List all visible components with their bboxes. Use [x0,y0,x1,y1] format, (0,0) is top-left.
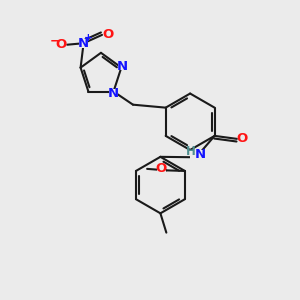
Text: O: O [155,162,167,176]
Text: N: N [108,86,119,100]
FancyBboxPatch shape [157,165,166,173]
FancyBboxPatch shape [56,40,65,49]
Text: N: N [194,148,206,161]
FancyBboxPatch shape [109,89,118,97]
Text: O: O [55,38,66,51]
Text: −: − [50,34,61,48]
Text: N: N [117,60,128,73]
Text: O: O [237,132,248,146]
Text: O: O [102,28,114,41]
FancyBboxPatch shape [238,135,247,143]
Text: H: H [186,145,196,158]
FancyBboxPatch shape [103,31,112,39]
FancyBboxPatch shape [118,62,128,70]
FancyBboxPatch shape [190,150,203,159]
FancyBboxPatch shape [79,39,88,48]
Text: N: N [78,37,89,50]
Text: +: + [84,33,93,43]
